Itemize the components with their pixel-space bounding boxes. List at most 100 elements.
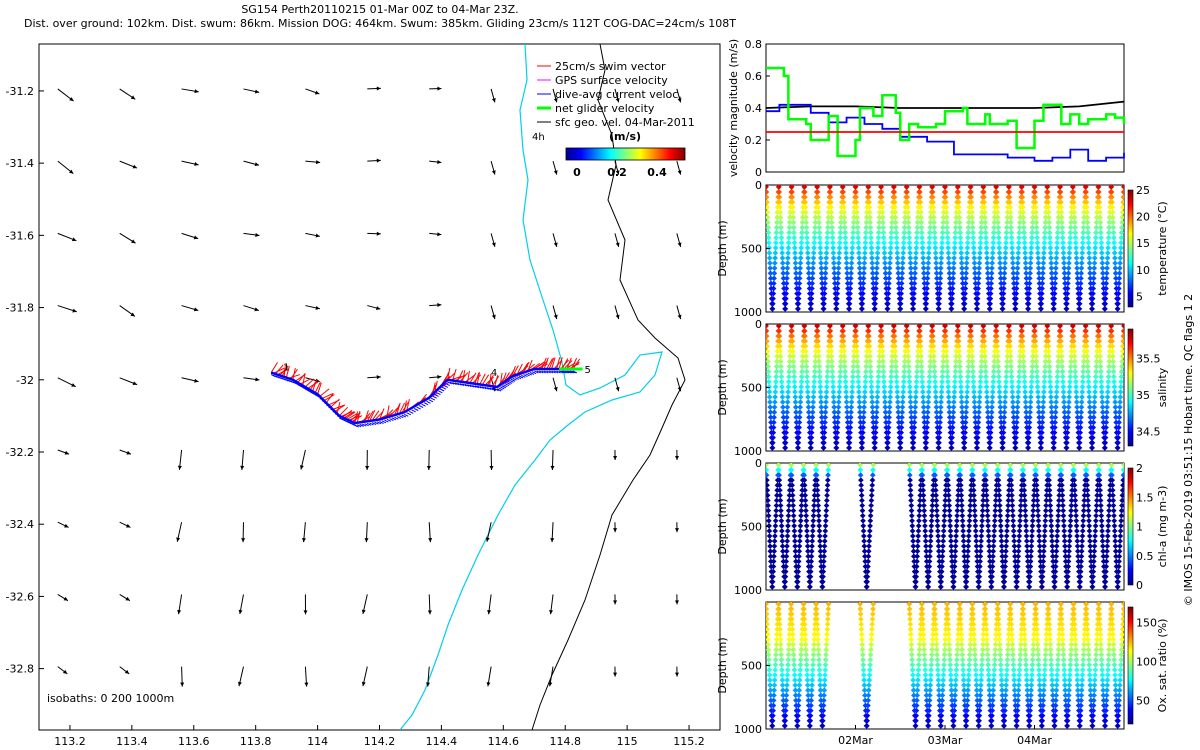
velocity-y-tick-label: 0 xyxy=(755,166,762,179)
section-data-point xyxy=(829,368,836,375)
section-data-point xyxy=(912,394,919,400)
dac-vector xyxy=(423,402,429,406)
section-data-point xyxy=(784,409,790,416)
section-data-point xyxy=(824,224,831,231)
section-data-point xyxy=(846,305,853,312)
section-data-point xyxy=(1038,300,1045,307)
section-data-point xyxy=(870,463,877,468)
section-data-point xyxy=(770,429,777,436)
section-data-point xyxy=(1058,199,1064,205)
section-data-point xyxy=(913,250,919,256)
dac-vector xyxy=(421,403,426,407)
section-data-point xyxy=(894,399,901,405)
section-data-point xyxy=(922,533,929,539)
section-data-point xyxy=(1004,219,1010,226)
section-data-point xyxy=(1021,239,1028,246)
section-data-point xyxy=(1105,373,1112,380)
section-data-point xyxy=(884,305,891,312)
section-data-point xyxy=(925,250,932,256)
section-data-point xyxy=(913,573,920,580)
swim-vector xyxy=(270,362,278,373)
section-data-point xyxy=(795,434,802,441)
section-data-point xyxy=(919,234,925,241)
section-data-point xyxy=(894,245,900,251)
geo-velocity-arrowhead xyxy=(613,600,618,605)
section-data-point xyxy=(984,404,991,411)
geo-velocity-arrowhead xyxy=(426,682,431,687)
swim-vector xyxy=(304,378,315,388)
section-data-point xyxy=(983,378,990,385)
section-data-point xyxy=(771,280,777,287)
section-data-point xyxy=(1074,275,1081,282)
section-data-point xyxy=(853,189,859,195)
section-data-point xyxy=(1093,363,1100,370)
section-data-point xyxy=(1085,229,1091,236)
section-data-point xyxy=(1010,260,1016,266)
section-data-point xyxy=(1039,280,1046,287)
section-data-point xyxy=(980,502,986,509)
section-data-point xyxy=(778,224,784,231)
section-data-point xyxy=(1092,250,1098,256)
section-data-point xyxy=(885,300,891,307)
section-data-point xyxy=(984,409,991,416)
section-data-point xyxy=(926,234,933,241)
section-data-point xyxy=(1073,394,1080,400)
map-y-tick-label: -32.8 xyxy=(6,663,34,676)
section-data-point xyxy=(1012,300,1019,307)
section-data-point xyxy=(803,229,810,236)
section-data-point xyxy=(900,250,907,256)
section-data-point xyxy=(984,399,991,405)
section-colorbar-label: salinity xyxy=(1156,367,1169,407)
section-data-point xyxy=(993,333,1000,339)
section-data-point xyxy=(1111,239,1117,246)
section-data-point xyxy=(868,378,875,385)
section-data-point xyxy=(913,563,920,570)
section-data-point xyxy=(786,224,793,231)
section-data-point xyxy=(825,463,832,468)
section-data-point xyxy=(853,328,859,334)
section-data-point xyxy=(824,368,831,375)
swim-vector xyxy=(452,368,457,381)
section-data-point xyxy=(785,389,791,395)
section-data-point xyxy=(906,239,913,246)
section-data-point xyxy=(963,260,970,266)
section-data-point xyxy=(823,389,830,395)
section-data-point xyxy=(886,404,893,411)
section-data-point xyxy=(785,523,791,529)
section-data-point xyxy=(824,482,831,489)
section-data-point xyxy=(927,538,934,544)
section-data-point xyxy=(950,280,956,287)
section-data-point xyxy=(811,384,817,390)
section-data-point xyxy=(926,558,933,565)
section-data-point xyxy=(950,270,957,277)
section-data-point xyxy=(773,229,780,236)
swim-vector xyxy=(461,370,466,383)
section-data-point xyxy=(971,265,978,272)
section-data-point xyxy=(929,507,935,514)
section-data-point xyxy=(849,250,855,256)
section-data-point xyxy=(948,548,955,555)
section-data-point xyxy=(922,523,928,529)
section-data-point xyxy=(888,363,895,370)
section-colorbar-label: chl-a (mg m-3) xyxy=(1156,486,1169,568)
section-data-point xyxy=(953,523,960,529)
section-data-point xyxy=(859,439,866,446)
section-data-point xyxy=(995,363,1002,370)
section-data-point xyxy=(1035,260,1042,266)
section-data-point xyxy=(974,553,980,560)
section-data-point xyxy=(771,409,778,416)
swim-vector xyxy=(321,393,334,400)
section-data-point xyxy=(796,285,802,292)
section-data-point xyxy=(945,255,952,261)
section-data-point xyxy=(1039,424,1045,431)
section-data-point xyxy=(1047,250,1054,256)
map-y-tick-label: -31.8 xyxy=(6,302,34,315)
section-data-point xyxy=(829,363,835,370)
section-data-point xyxy=(953,353,959,360)
section-data-point xyxy=(916,507,923,514)
section-data-point xyxy=(1025,300,1032,307)
section-data-point xyxy=(979,512,986,519)
section-data-point xyxy=(798,389,804,395)
section-data-point xyxy=(785,239,792,246)
section-data-point xyxy=(1110,363,1117,370)
